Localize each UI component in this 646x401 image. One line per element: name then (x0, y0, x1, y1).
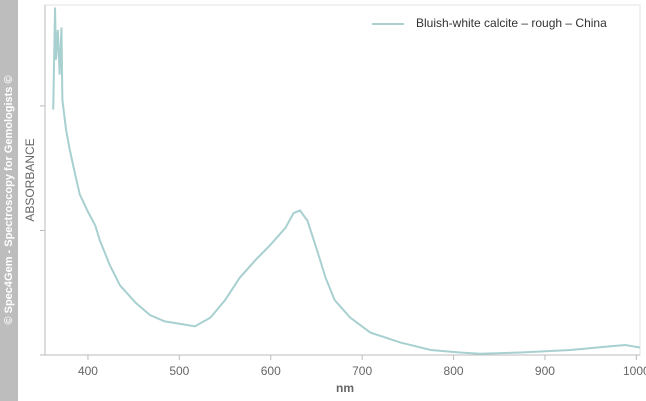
x-tick-label: 800 (444, 364, 464, 378)
x-tick-label: 1000 (623, 364, 646, 378)
y-axis-title: ABSORBANCE (23, 138, 37, 221)
legend-label: Bluish-white calcite – rough – China (416, 16, 607, 30)
x-tick-label: 900 (535, 364, 555, 378)
x-axis-title: nm (336, 381, 354, 395)
x-tick-label: 400 (78, 364, 98, 378)
x-tick-label: 700 (352, 364, 372, 378)
credit-band (0, 0, 18, 401)
spectrum-line (52, 7, 641, 355)
x-tick-label: 500 (169, 364, 189, 378)
credit-text: © Spec4Gem - Spectroscopy for Gemologist… (3, 75, 15, 324)
x-tick-label: 600 (261, 364, 281, 378)
